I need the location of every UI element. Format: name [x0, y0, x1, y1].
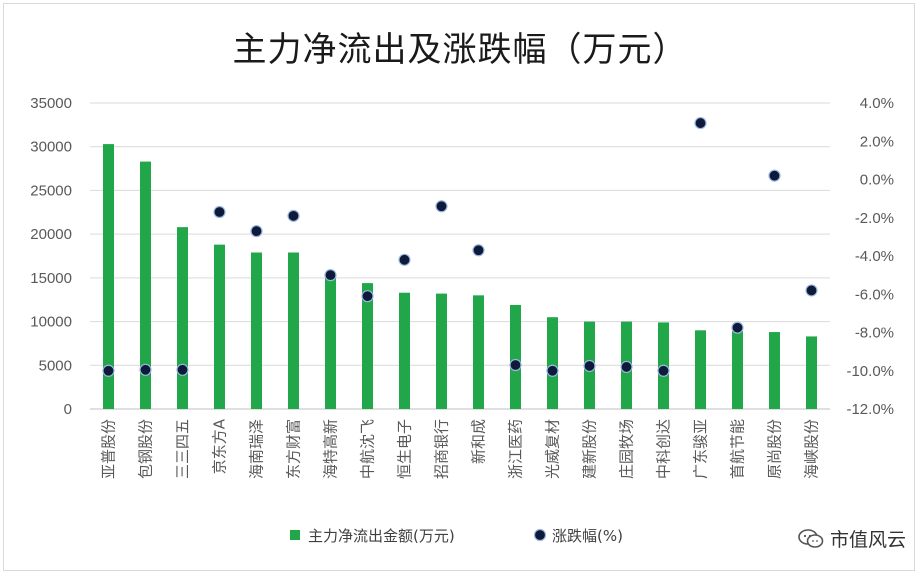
category-label: 庄园牧场: [618, 419, 636, 479]
scatter-point: [473, 245, 484, 256]
left-tick-label: 10000: [30, 314, 72, 331]
scatter-point: [288, 210, 299, 221]
right-tick-label: 4.0%: [860, 95, 894, 112]
scatter-point: [658, 365, 669, 376]
category-label: 原尚股份: [766, 419, 784, 479]
bar: [436, 294, 447, 409]
category-label: 东方财富: [285, 419, 303, 479]
scatter-series: [103, 118, 817, 377]
bar: [547, 317, 558, 409]
category-label: 中航沈飞: [359, 419, 377, 479]
category-label: 广东骏亚: [692, 419, 710, 479]
category-label: 包钢股份: [137, 419, 155, 479]
scatter-point: [362, 291, 373, 302]
watermark: 市值风云: [798, 525, 906, 552]
scatter-point: [584, 360, 595, 371]
grid-lines: [90, 103, 830, 409]
bar: [177, 227, 188, 409]
left-tick-label: 0: [64, 401, 72, 418]
scatter-point: [399, 254, 410, 265]
category-label: 建新股份: [581, 419, 599, 479]
bar: [769, 332, 780, 409]
category-label: 海峡股份: [803, 419, 821, 479]
chat-bubbles-icon: [798, 529, 824, 549]
bar: [325, 275, 336, 409]
bar: [288, 253, 299, 409]
category-label: 首航节能: [729, 419, 747, 479]
bar: [695, 330, 706, 409]
category-label: 光威复材: [544, 419, 562, 479]
scatter-point: [695, 118, 706, 129]
right-axis-ticks: -12.0% -10.0% -8.0% -6.0% -4.0% -2.0% 0.0% 2.0%…: [846, 95, 894, 418]
category-labels: 亚普股份 包钢股份 三三四五 京东方A 海南瑞泽 东方财富 海特高新 中航沈飞 恒生电子 招商银行…: [100, 418, 821, 479]
scatter-point: [806, 285, 817, 296]
scatter-point: [140, 364, 151, 375]
bar: [806, 336, 817, 409]
bar: [214, 245, 225, 409]
right-tick-label: 0.0%: [860, 172, 894, 189]
scatter-point: [214, 207, 225, 218]
category-label: 京东方A: [211, 418, 229, 474]
scatter-point: [325, 270, 336, 281]
left-axis-ticks: 0 5000 10000 15000 20000 25000 30000 35000: [30, 95, 72, 418]
bar-series: [103, 144, 817, 409]
left-tick-label: 15000: [30, 270, 72, 287]
right-tick-label: -8.0%: [855, 325, 894, 342]
scatter-point: [510, 360, 521, 371]
legend-dot-label: 涨跌幅(%): [552, 527, 623, 545]
category-label: 恒生电子: [396, 419, 414, 479]
bar: [251, 253, 262, 409]
right-tick-label: -6.0%: [855, 286, 894, 303]
legend-bar-label: 主力净流出金额(万元): [308, 527, 455, 545]
scatter-point: [103, 365, 114, 376]
category-label: 海特高新: [322, 419, 340, 479]
left-tick-label: 30000: [30, 139, 72, 156]
legend-dot-swatch: [535, 530, 546, 541]
right-tick-label: 2.0%: [860, 133, 894, 150]
watermark-text: 市值风云: [830, 525, 906, 552]
left-tick-label: 35000: [30, 95, 72, 112]
right-tick-label: -10.0%: [846, 363, 894, 380]
bar: [732, 331, 743, 409]
scatter-point: [177, 364, 188, 375]
scatter-point: [621, 361, 632, 372]
bar: [399, 293, 410, 409]
bar: [473, 295, 484, 409]
right-tick-label: -12.0%: [846, 401, 894, 418]
scatter-point: [436, 201, 447, 212]
right-tick-label: -4.0%: [855, 248, 894, 265]
legend-bar-swatch: [290, 530, 300, 540]
left-tick-label: 25000: [30, 182, 72, 199]
category-label: 海南瑞泽: [248, 419, 266, 479]
right-tick-label: -2.0%: [855, 210, 894, 227]
legend: 主力净流出金额(万元) 涨跌幅(%): [290, 527, 623, 545]
scatter-point: [547, 365, 558, 376]
scatter-point: [732, 322, 743, 333]
category-label: 浙江医药: [507, 419, 525, 479]
bar: [510, 305, 521, 409]
left-tick-label: 20000: [30, 226, 72, 243]
left-tick-label: 5000: [39, 357, 72, 374]
scatter-point: [251, 226, 262, 237]
category-label: 三三四五: [174, 419, 192, 479]
scatter-point: [769, 170, 780, 181]
category-label: 新和成: [470, 419, 488, 464]
category-label: 中科创达: [655, 419, 673, 479]
category-label: 亚普股份: [100, 419, 118, 479]
category-label: 招商银行: [433, 419, 451, 479]
